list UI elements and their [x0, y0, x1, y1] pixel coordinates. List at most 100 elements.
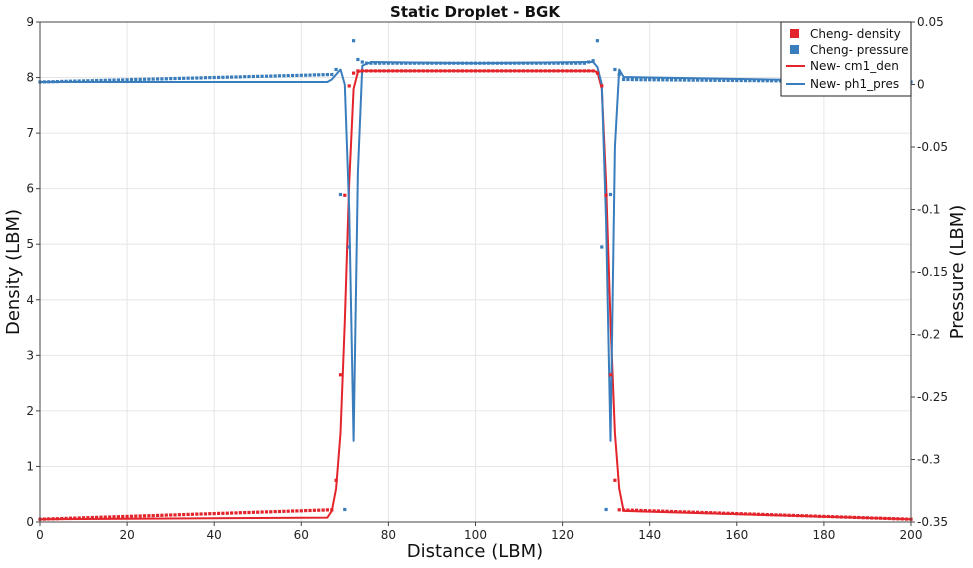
data-point-cheng-pressure: [778, 79, 782, 83]
data-point-cheng-pressure: [103, 78, 107, 82]
data-point-cheng-pressure: [757, 79, 761, 83]
legend-label-new-ph1-pres: New- ph1_pres: [810, 77, 899, 91]
data-point-cheng-density: [473, 69, 478, 73]
data-point-cheng-pressure: [51, 80, 55, 84]
data-point-cheng-density: [386, 69, 390, 73]
x-axis-ticks: 0 20 40 60 80 100 120 140 160 180 200: [36, 522, 922, 542]
data-point-cheng-pressure: [373, 61, 377, 65]
data-point-cheng-density: [587, 69, 591, 73]
data-point-cheng-density: [887, 516, 891, 521]
data-point-cheng-density: [608, 373, 613, 377]
y-tick-label: 4: [26, 293, 34, 307]
x-tick-label: 160: [725, 528, 748, 542]
data-point-cheng-density: [299, 509, 303, 513]
data-point-cheng-density: [234, 511, 238, 515]
data-point-cheng-density: [282, 509, 286, 513]
data-point-cheng-density: [304, 509, 308, 513]
data-point-cheng-pressure: [743, 79, 748, 83]
data-point-cheng-pressure: [761, 79, 765, 83]
data-point-cheng-pressure: [617, 72, 621, 77]
data-point-cheng-density: [164, 513, 168, 517]
data-point-cheng-pressure: [460, 61, 464, 65]
data-point-cheng-pressure: [561, 61, 565, 65]
data-point-cheng-pressure: [678, 78, 682, 82]
data-point-cheng-density: [156, 513, 160, 517]
data-point-cheng-density: [264, 510, 269, 514]
y2-tick-label: -0.2: [917, 328, 940, 342]
data-point-cheng-density: [508, 69, 512, 73]
data-point-cheng-pressure: [600, 245, 604, 249]
data-point-cheng-pressure: [234, 75, 238, 79]
data-point-cheng-pressure: [95, 78, 99, 83]
data-point-cheng-density: [517, 69, 521, 73]
data-point-cheng-pressure: [582, 61, 586, 65]
x-tick-label: 20: [119, 528, 134, 542]
data-point-cheng-density: [439, 69, 443, 73]
data-point-cheng-density: [347, 84, 351, 88]
data-point-cheng-pressure: [256, 74, 260, 78]
data-point-cheng-pressure: [291, 73, 295, 78]
data-point-cheng-density: [600, 84, 604, 88]
data-point-cheng-pressure: [543, 61, 547, 65]
data-point-cheng-density: [369, 69, 373, 73]
data-point-cheng-pressure: [500, 61, 504, 65]
data-point-cheng-pressure: [169, 77, 173, 81]
data-point-cheng-density: [835, 515, 839, 519]
data-point-cheng-pressure: [430, 61, 434, 65]
data-point-cheng-density: [822, 514, 826, 518]
data-point-cheng-density: [51, 517, 55, 521]
data-point-cheng-pressure: [334, 67, 338, 72]
data-point-cheng-pressure: [55, 80, 59, 84]
data-point-cheng-pressure: [487, 61, 491, 65]
y2-tick-label: -0.25: [917, 390, 948, 404]
y-tick-label: 0: [26, 515, 34, 529]
data-point-cheng-pressure: [748, 79, 752, 83]
data-point-cheng-density: [900, 517, 904, 521]
data-point-cheng-pressure: [151, 77, 155, 81]
data-point-cheng-density: [430, 69, 434, 73]
data-point-cheng-pressure: [304, 73, 308, 77]
data-point-cheng-pressure: [203, 76, 208, 80]
data-point-cheng-pressure: [251, 74, 255, 79]
data-point-cheng-density: [639, 508, 643, 513]
data-point-cheng-pressure: [491, 61, 495, 65]
data-point-cheng-density: [277, 509, 282, 514]
data-point-cheng-density: [269, 510, 273, 514]
data-point-cheng-density: [330, 508, 334, 512]
data-point-cheng-density: [717, 511, 721, 515]
data-point-cheng-pressure: [439, 61, 443, 65]
data-point-cheng-density: [182, 513, 186, 517]
data-point-cheng-pressure: [386, 61, 390, 65]
data-point-cheng-pressure: [116, 78, 120, 82]
data-point-cheng-pressure: [199, 76, 203, 80]
data-point-cheng-density: [613, 478, 617, 482]
data-point-cheng-density: [408, 69, 412, 73]
data-point-cheng-pressure: [395, 61, 399, 65]
data-point-cheng-density: [552, 69, 556, 73]
data-point-cheng-density: [238, 511, 242, 515]
data-point-cheng-density: [382, 69, 386, 73]
data-point-cheng-density: [504, 69, 508, 73]
data-point-cheng-pressure: [260, 74, 264, 78]
data-point-cheng-pressure: [286, 74, 290, 78]
legend-label-new-cm1-den: New- cm1_den: [810, 59, 899, 73]
legend: Cheng- density Cheng- pressure New- cm1_…: [780, 21, 912, 97]
grid-lines: [39, 21, 912, 523]
data-point-cheng-pressure: [42, 80, 46, 84]
data-point-cheng-pressure: [595, 39, 599, 43]
data-point-cheng-pressure: [569, 61, 573, 65]
data-point-cheng-density: [160, 513, 164, 517]
y-tick-label: 2: [26, 404, 34, 418]
data-point-cheng-density: [739, 512, 743, 516]
data-point-cheng-pressure: [360, 60, 364, 64]
data-point-cheng-density: [722, 511, 726, 515]
data-point-cheng-pressure: [190, 76, 194, 80]
data-point-cheng-pressure: [142, 77, 147, 81]
data-point-cheng-density: [417, 69, 421, 73]
data-point-cheng-pressure: [478, 61, 482, 65]
data-point-cheng-density: [55, 517, 59, 521]
y-tick-label: 5: [26, 237, 34, 251]
data-point-cheng-density: [421, 69, 425, 73]
data-point-cheng-density: [186, 512, 190, 516]
data-point-cheng-pressure: [469, 61, 473, 65]
